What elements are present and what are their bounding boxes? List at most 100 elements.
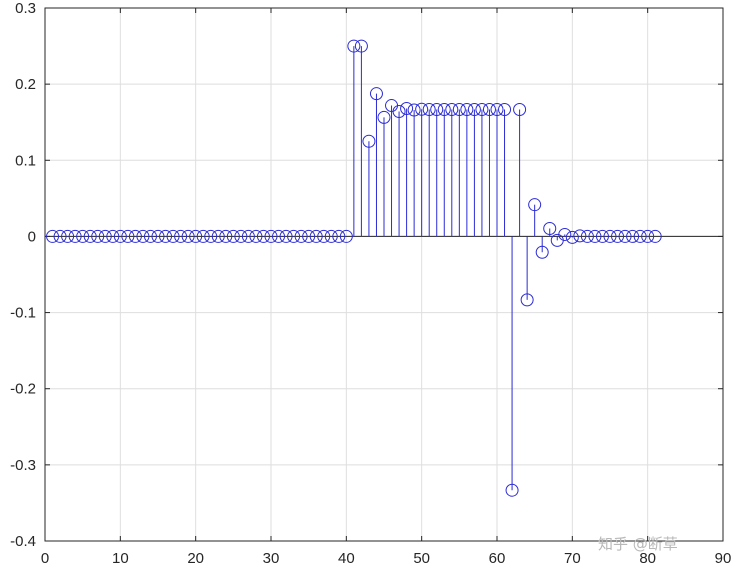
stem-marker	[513, 102, 527, 116]
stem-marker	[520, 293, 534, 307]
x-tick-label: 70	[564, 550, 581, 567]
watermark-text: 知乎 @断草	[598, 535, 678, 553]
x-tick-label: 90	[715, 550, 732, 567]
stem-marker	[166, 229, 180, 243]
x-tick-label: 20	[187, 550, 204, 567]
stem-marker	[377, 110, 391, 124]
y-tick-label: 0.3	[15, 0, 36, 17]
stem-marker	[61, 229, 75, 243]
stem-marker	[400, 102, 414, 116]
stem-marker	[159, 229, 173, 243]
stem-marker	[68, 229, 82, 243]
stem-marker	[219, 229, 233, 243]
stem-marker	[498, 102, 512, 116]
stem-series	[46, 39, 662, 497]
stem-marker	[83, 229, 97, 243]
stem-marker	[196, 229, 210, 243]
x-tick-label: 30	[263, 550, 280, 567]
stem-marker	[482, 102, 496, 116]
stem-marker	[211, 229, 225, 243]
stem-marker	[121, 229, 135, 243]
y-tick-label: 0.1	[15, 152, 36, 169]
y-tick-label: 0	[28, 228, 36, 245]
stem-marker	[415, 102, 429, 116]
stem-marker	[611, 229, 625, 243]
stem-marker	[128, 229, 142, 243]
stem-marker	[460, 102, 474, 116]
y-tick-label: -0.1	[10, 305, 36, 322]
axes-box	[44, 7, 724, 542]
stem-marker	[226, 229, 240, 243]
stem-marker	[543, 222, 557, 236]
stem-marker	[588, 229, 602, 243]
tick-marks	[44, 7, 724, 542]
stem-marker	[91, 229, 105, 243]
stem-marker	[264, 229, 278, 243]
stem-marker	[626, 229, 640, 243]
stem-marker	[189, 229, 203, 243]
stem-marker	[595, 229, 609, 243]
stem-marker	[565, 230, 579, 244]
x-tick-label: 50	[413, 550, 430, 567]
stem-marker	[143, 229, 157, 243]
stem-marker	[633, 229, 647, 243]
stem-marker	[151, 229, 165, 243]
stem-marker	[249, 229, 263, 243]
stem-marker	[53, 229, 67, 243]
stem-marker	[407, 103, 421, 117]
grid-lines	[45, 8, 723, 541]
stem-marker	[641, 229, 655, 243]
stem-marker	[256, 229, 270, 243]
stem-marker	[362, 134, 376, 148]
x-tick-label: 10	[112, 550, 129, 567]
plot-frame	[44, 7, 724, 542]
stem-marker	[287, 229, 301, 243]
stem-marker	[76, 229, 90, 243]
stem-marker	[422, 102, 436, 116]
stem-marker	[648, 229, 662, 243]
stem-marker	[241, 229, 255, 243]
stem-marker	[573, 229, 587, 243]
stem-marker	[347, 39, 361, 53]
stem-marker	[294, 229, 308, 243]
stem-marker	[106, 229, 120, 243]
stem-marker	[46, 229, 60, 243]
stem-marker	[174, 229, 188, 243]
stem-marker	[332, 229, 346, 243]
stem-marker	[618, 229, 632, 243]
stem-marker	[317, 229, 331, 243]
stem-marker	[113, 229, 127, 243]
stem-marker	[392, 104, 406, 118]
stem-marker	[369, 87, 383, 101]
x-tick-label: 0	[41, 550, 49, 567]
stem-marker	[136, 229, 150, 243]
y-tick-label: -0.4	[10, 533, 36, 550]
stem-marker	[302, 229, 316, 243]
stem-marker	[603, 229, 617, 243]
stem-marker	[445, 102, 459, 116]
stem-marker	[354, 39, 368, 53]
x-tick-label: 40	[338, 550, 355, 567]
stem-marker	[528, 198, 542, 212]
stem-marker	[98, 229, 112, 243]
stem-marker	[437, 102, 451, 116]
stem-marker	[324, 229, 338, 243]
stem-marker	[272, 229, 286, 243]
stem-marker	[339, 229, 353, 243]
stem-marker	[580, 229, 594, 243]
stem-marker	[475, 102, 489, 116]
stem-marker	[558, 227, 572, 241]
stem-marker	[467, 102, 481, 116]
stem-marker	[490, 102, 504, 116]
stem-marker	[430, 102, 444, 116]
y-tick-label: -0.3	[10, 457, 36, 474]
stem-marker	[234, 229, 248, 243]
stem-marker	[505, 483, 519, 497]
tick-labels: 0 10 20 30 40 50 60 70 80 90 -0.4 -0.3 -0.2 -0.1 0 0.1 0…	[10, 0, 731, 567]
y-tick-label: -0.2	[10, 381, 36, 398]
stem-marker	[279, 229, 293, 243]
stem-marker	[309, 229, 323, 243]
stem-marker	[452, 102, 466, 116]
y-tick-label: 0.2	[15, 76, 36, 93]
